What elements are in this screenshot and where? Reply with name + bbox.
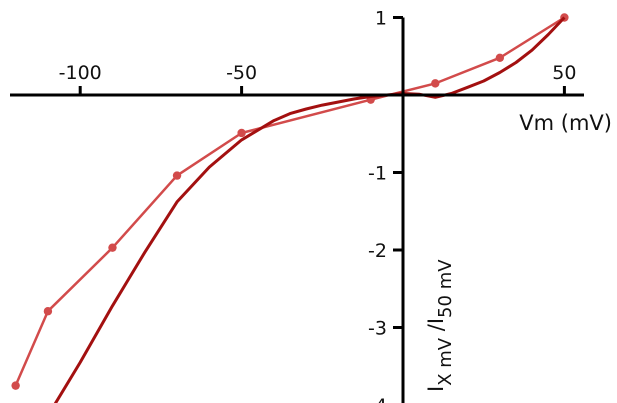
x-tick-label: -100 — [59, 62, 102, 84]
data-point — [172, 171, 182, 180]
y-axis-label: IX mV /I50 mV — [424, 259, 456, 392]
data-point — [431, 79, 440, 88]
y-label-i2: /I — [424, 318, 448, 338]
y-tick-label: 1 — [375, 8, 387, 30]
x-tick-label: 50 — [552, 62, 576, 84]
y-tick-label: -2 — [368, 240, 387, 262]
data-point — [495, 53, 505, 62]
x-tick-label: -50 — [226, 62, 257, 84]
data-point — [108, 243, 117, 252]
y-label-sub1: X mV — [435, 337, 456, 386]
data-point — [11, 381, 20, 390]
y-tick-label: -3 — [368, 318, 387, 340]
y-tick-label: -1 — [368, 163, 387, 185]
y-tick-label: -4 — [368, 395, 387, 403]
y-label-sub2: 50 mV — [435, 259, 456, 318]
x-axis-label: Vm (mV) — [519, 111, 612, 135]
series-line-trace — [53, 16, 566, 403]
y-axis-ticks: 1 -1 -2 -3 -4 — [368, 8, 403, 403]
y-label-i1: I — [424, 386, 448, 392]
data-point — [237, 128, 246, 138]
x-axis-ticks: -100 -50 50 — [59, 62, 576, 95]
data-point — [43, 307, 53, 316]
series-layer — [11, 13, 569, 403]
